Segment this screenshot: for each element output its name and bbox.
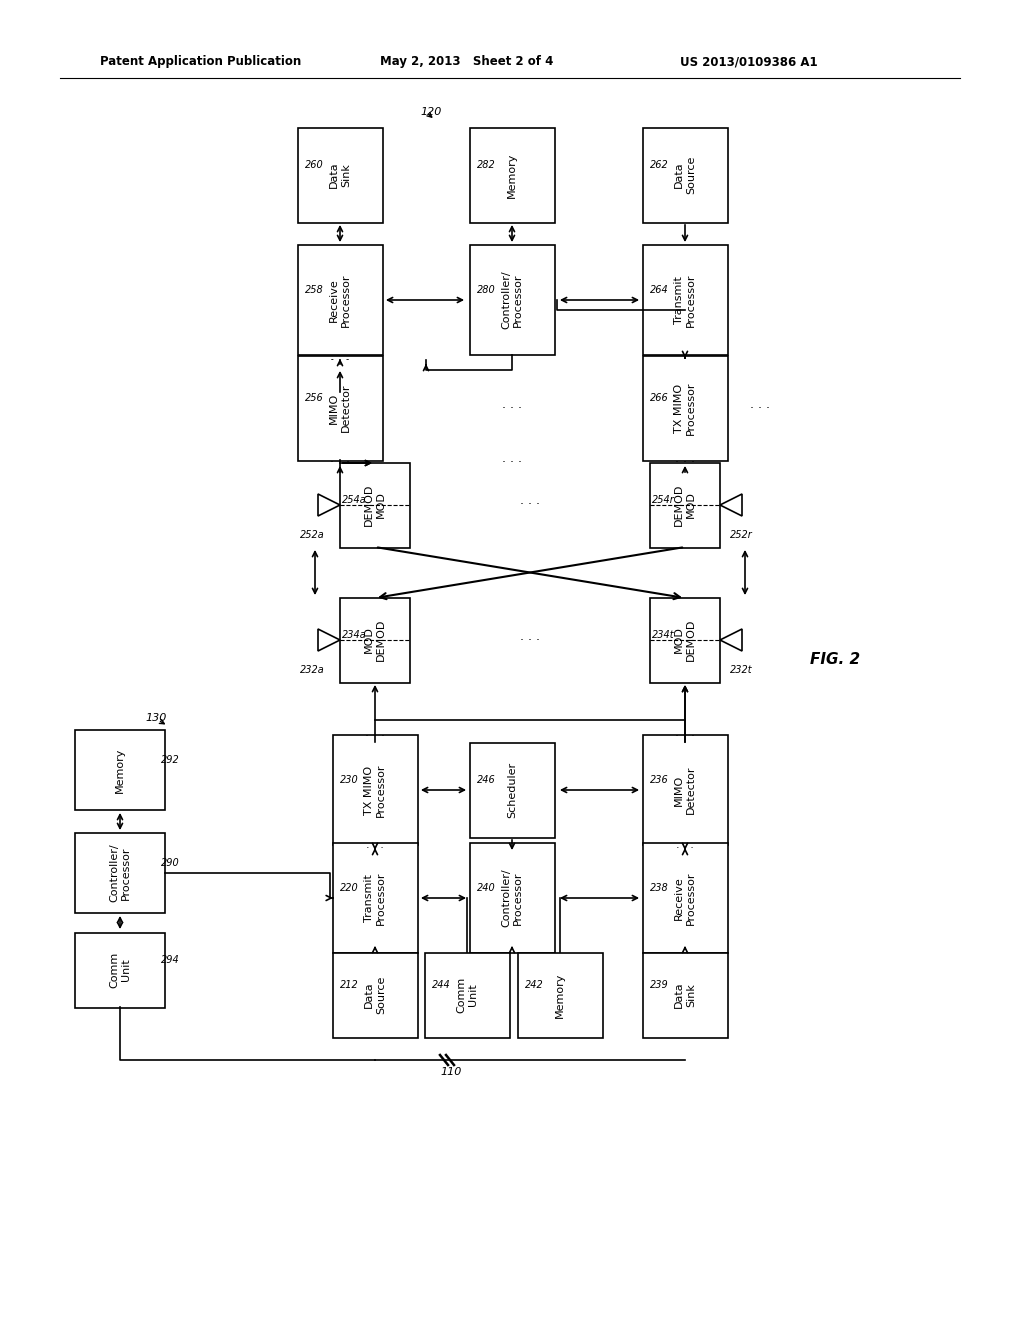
Text: Data
Sink: Data Sink xyxy=(329,161,351,189)
Bar xyxy=(642,843,727,953)
Text: MOD
DEMOD: MOD DEMOD xyxy=(674,619,695,661)
Text: 232a: 232a xyxy=(300,665,325,675)
Text: Comm
Unit: Comm Unit xyxy=(110,952,131,989)
Bar xyxy=(469,742,555,837)
Text: · · ·: · · · xyxy=(330,455,350,469)
Text: 238: 238 xyxy=(650,883,669,894)
Text: · · ·: · · · xyxy=(330,354,350,367)
Bar xyxy=(469,246,555,355)
Text: Comm
Unit: Comm Unit xyxy=(457,977,478,1014)
Text: 246: 246 xyxy=(477,775,496,785)
Bar xyxy=(642,246,727,355)
Text: 290: 290 xyxy=(161,858,180,869)
Bar xyxy=(425,953,510,1038)
Text: 212: 212 xyxy=(340,979,358,990)
Text: · · ·: · · · xyxy=(750,401,770,414)
Text: Data
Sink: Data Sink xyxy=(674,982,695,1008)
Text: Transmit
Processor: Transmit Processor xyxy=(674,273,695,327)
Bar xyxy=(642,128,727,223)
Text: 242: 242 xyxy=(525,979,544,990)
Text: 254a: 254a xyxy=(342,495,367,506)
Bar xyxy=(298,246,383,355)
Text: May 2, 2013   Sheet 2 of 4: May 2, 2013 Sheet 2 of 4 xyxy=(380,55,553,69)
Text: Memory: Memory xyxy=(507,152,517,198)
Text: · · ·: · · · xyxy=(366,843,384,853)
Text: 292: 292 xyxy=(161,755,180,766)
Text: Controller/
Processor: Controller/ Processor xyxy=(501,271,523,329)
Bar xyxy=(75,730,165,810)
Text: 280: 280 xyxy=(477,285,496,294)
Bar xyxy=(298,355,383,461)
Text: TX MIMO
Processor: TX MIMO Processor xyxy=(365,763,386,817)
Text: MIMO
Detector: MIMO Detector xyxy=(674,766,695,814)
Text: FIG. 2: FIG. 2 xyxy=(810,652,860,668)
Text: · · ·: · · · xyxy=(675,730,695,743)
Bar xyxy=(333,735,418,845)
Bar xyxy=(333,843,418,953)
Text: DEMOD
MOD: DEMOD MOD xyxy=(674,484,695,527)
Text: 240: 240 xyxy=(477,883,496,894)
Bar xyxy=(333,953,418,1038)
Text: Data
Source: Data Source xyxy=(365,975,386,1014)
Text: US 2013/0109386 A1: US 2013/0109386 A1 xyxy=(680,55,817,69)
Text: Memory: Memory xyxy=(115,747,125,793)
Text: 130: 130 xyxy=(145,713,166,723)
Text: 239: 239 xyxy=(650,979,669,990)
Text: Scheduler: Scheduler xyxy=(507,762,517,818)
Text: 232t: 232t xyxy=(730,665,753,675)
Bar xyxy=(650,598,720,682)
Bar xyxy=(642,355,727,461)
Text: · · ·: · · · xyxy=(675,455,695,469)
Text: · · ·: · · · xyxy=(331,355,349,366)
Text: Data
Source: Data Source xyxy=(674,156,695,194)
Text: 266: 266 xyxy=(650,393,669,403)
Text: · · ·: · · · xyxy=(365,730,385,743)
Text: 234t: 234t xyxy=(652,630,675,640)
Text: · · ·: · · · xyxy=(676,843,694,853)
Text: 256: 256 xyxy=(305,393,324,403)
Bar xyxy=(340,462,410,548)
Text: · · ·: · · · xyxy=(520,634,540,647)
Text: MOD
DEMOD: MOD DEMOD xyxy=(365,619,386,661)
Text: MIMO
Detector: MIMO Detector xyxy=(329,384,351,432)
Text: 254r: 254r xyxy=(652,495,675,506)
Text: Receive
Processor: Receive Processor xyxy=(329,273,351,327)
Bar xyxy=(75,932,165,1007)
Text: 258: 258 xyxy=(305,285,324,294)
Text: Receive
Processor: Receive Processor xyxy=(674,871,695,925)
Bar xyxy=(340,598,410,682)
Text: Transmit
Processor: Transmit Processor xyxy=(365,871,386,925)
Bar xyxy=(75,833,165,913)
Text: Controller/
Processor: Controller/ Processor xyxy=(110,843,131,903)
Text: Memory: Memory xyxy=(555,973,565,1018)
Text: Controller/
Processor: Controller/ Processor xyxy=(501,869,523,928)
Bar xyxy=(650,462,720,548)
Text: · · ·: · · · xyxy=(520,499,540,511)
Text: 282: 282 xyxy=(477,160,496,170)
Text: 262: 262 xyxy=(650,160,669,170)
Text: 244: 244 xyxy=(432,979,451,990)
Text: 230: 230 xyxy=(340,775,358,785)
Text: · · ·: · · · xyxy=(502,401,522,414)
Text: · · ·: · · · xyxy=(502,455,522,469)
Text: DEMOD
MOD: DEMOD MOD xyxy=(365,484,386,527)
Bar xyxy=(642,735,727,845)
Text: 252r: 252r xyxy=(730,531,753,540)
Text: Patent Application Publication: Patent Application Publication xyxy=(100,55,301,69)
Text: 220: 220 xyxy=(340,883,358,894)
Bar xyxy=(469,843,555,953)
Text: 252a: 252a xyxy=(300,531,325,540)
Bar xyxy=(517,953,602,1038)
Bar xyxy=(642,953,727,1038)
Text: 294: 294 xyxy=(161,954,180,965)
Text: 264: 264 xyxy=(650,285,669,294)
Text: TX MIMO
Processor: TX MIMO Processor xyxy=(674,381,695,434)
Bar xyxy=(298,128,383,223)
Text: 260: 260 xyxy=(305,160,324,170)
Text: 234a: 234a xyxy=(342,630,367,640)
Text: 110: 110 xyxy=(440,1067,462,1077)
Text: 236: 236 xyxy=(650,775,669,785)
Bar xyxy=(469,128,555,223)
Text: 120: 120 xyxy=(420,107,441,117)
